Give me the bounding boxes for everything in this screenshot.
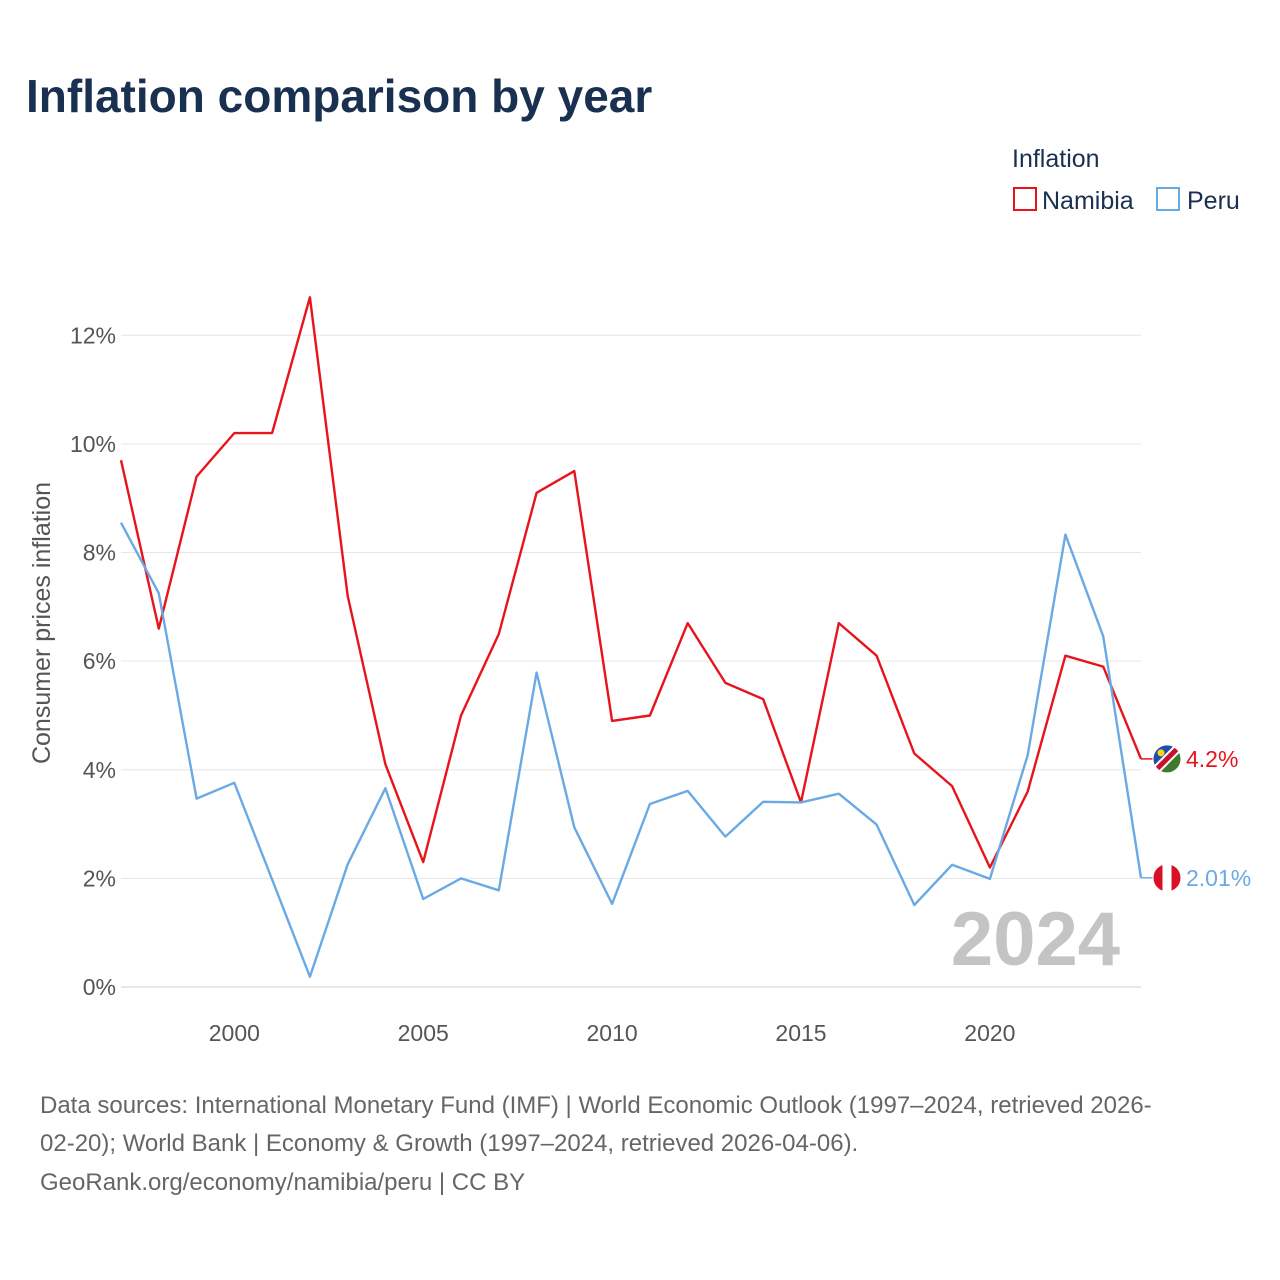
legend-item-namibia[interactable]: Namibia [1013,187,1134,215]
source-line-3[interactable]: GeoRank.org/economy/namibia/peru | CC BY [40,1169,525,1196]
x-tick-label: 2020 [964,1020,1015,1046]
series-lines [119,296,1143,978]
y-tick-label: 0% [83,974,116,1000]
y-axis-ticks: 0% 2% 4% 6% 8% 10% 12% [70,322,116,1000]
series-end-labels: 4.2% 2.01% [1141,744,1251,893]
end-label-peru: 2.01% [1186,865,1251,891]
legend-swatch-peru [1156,187,1180,211]
year-annotation: 2024 [951,897,1120,982]
y-tick-label: 8% [83,540,116,566]
source-line-2: 02-20); World Bank | Economy & Growth (1… [40,1130,858,1157]
y-axis-label: Consumer prices inflation [28,482,56,764]
legend-label-peru: Peru [1187,187,1240,215]
x-axis-ticks: 2000 2005 2010 2015 2020 [209,1020,1016,1046]
y-tick-label: 2% [83,865,116,891]
legend-item-peru[interactable]: Peru [1156,187,1240,215]
x-tick-label: 2000 [209,1020,260,1046]
series-line-namibia[interactable] [119,296,1143,869]
end-label-namibia: 4.2% [1186,746,1238,772]
y-tick-label: 10% [70,431,116,457]
legend-swatch-namibia [1013,187,1037,211]
gridlines [121,334,1141,988]
source-line-1: Data sources: International Monetary Fun… [40,1092,1152,1119]
x-tick-label: 2005 [398,1020,449,1046]
namibia-flag-icon [1152,744,1182,774]
series-line-peru[interactable] [119,522,1143,978]
y-tick-label: 6% [83,648,116,674]
legend-label-namibia: Namibia [1042,187,1134,215]
y-tick-label: 12% [70,322,116,348]
x-tick-label: 2015 [775,1020,826,1046]
peru-flag-icon [1152,863,1182,893]
y-tick-label: 4% [83,757,116,783]
x-tick-label: 2010 [587,1020,638,1046]
legend-title: Inflation [1012,145,1100,173]
data-source: Data sources: International Monetary Fun… [40,1092,1152,1196]
legend: Inflation Namibia Peru [1012,145,1240,215]
chart-title: Inflation comparison by year [26,70,652,122]
